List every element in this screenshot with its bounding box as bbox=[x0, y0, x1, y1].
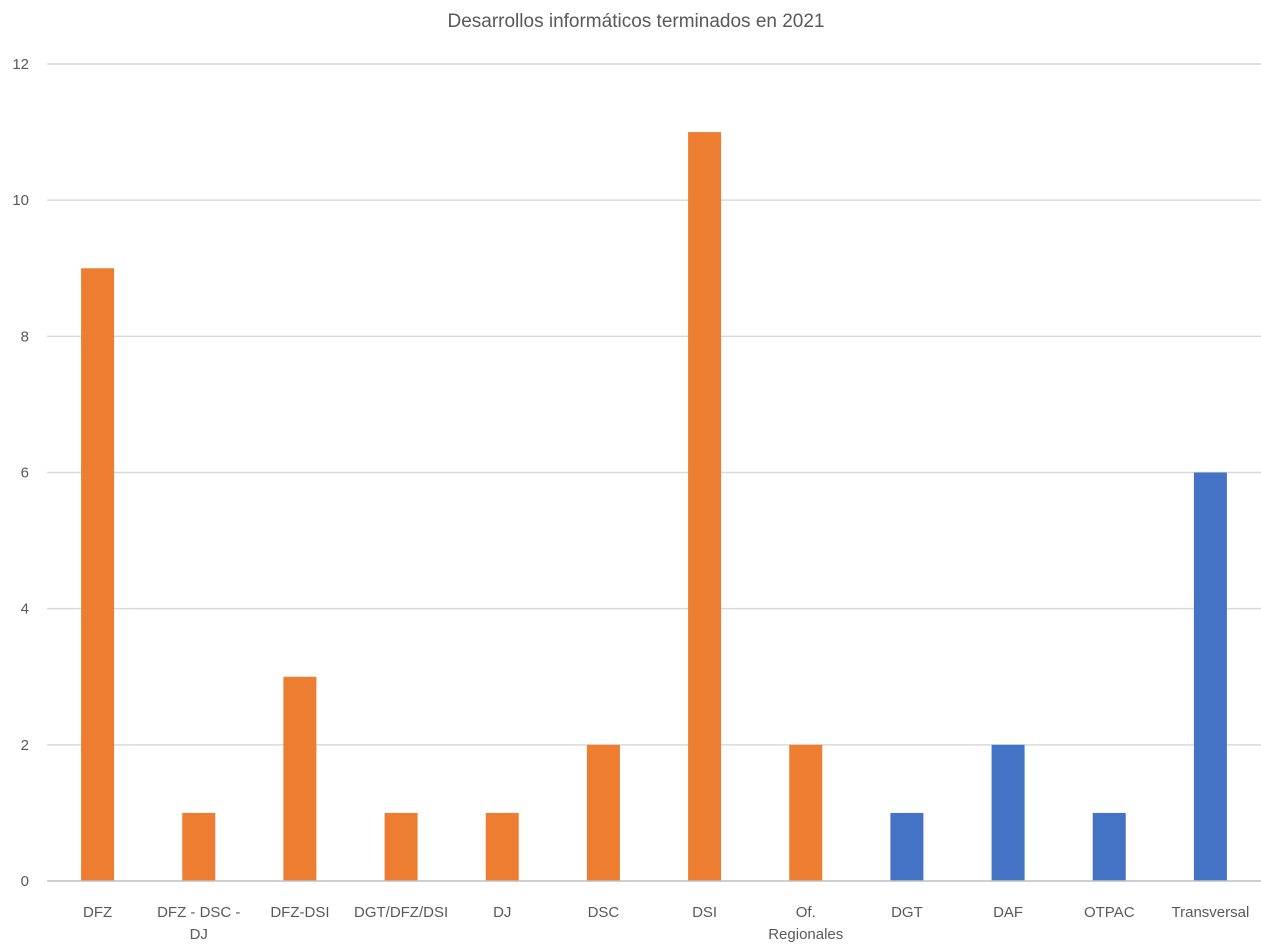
bar bbox=[688, 132, 722, 882]
x-tick-label: DFZ-DSI bbox=[270, 904, 329, 921]
bar bbox=[890, 812, 924, 881]
bar bbox=[789, 744, 823, 881]
x-tick-label: Of. Regionales bbox=[768, 904, 843, 943]
x-tick-label: DFZ bbox=[83, 904, 112, 921]
bar bbox=[182, 812, 216, 881]
chart-title: Desarrollos informáticos terminados en 2… bbox=[447, 11, 824, 32]
bar bbox=[1193, 472, 1227, 881]
x-tick-label: Transversal bbox=[1172, 904, 1250, 921]
bar bbox=[81, 268, 115, 881]
bar bbox=[485, 812, 519, 881]
x-tick-label: DGT/DFZ/DSI bbox=[354, 904, 448, 921]
x-tick-label: DGT bbox=[891, 904, 923, 921]
bar bbox=[283, 676, 317, 881]
x-tick-label: DJ bbox=[493, 904, 511, 921]
bars bbox=[81, 132, 1227, 882]
y-axis-ticks: 0 2 4 6 8 10 12 bbox=[12, 56, 29, 890]
x-tick-label: DAF bbox=[993, 904, 1023, 921]
y-tick-label: 4 bbox=[21, 601, 29, 618]
x-tick-label: DSC bbox=[588, 904, 620, 921]
bar bbox=[384, 812, 418, 881]
y-tick-label: 8 bbox=[21, 328, 29, 345]
gridlines bbox=[47, 63, 1261, 746]
x-tick-label: DFZ - DSC -DJ bbox=[157, 904, 240, 943]
y-tick-label: 0 bbox=[21, 873, 29, 890]
y-tick-label: 2 bbox=[21, 737, 29, 754]
y-tick-label: 10 bbox=[12, 192, 29, 209]
x-tick-label: DSI bbox=[692, 904, 717, 921]
y-tick-label: 12 bbox=[12, 56, 29, 73]
bar bbox=[586, 744, 620, 881]
x-tick-label: OTPAC bbox=[1084, 904, 1135, 921]
bar bbox=[991, 744, 1025, 881]
bar bbox=[1092, 812, 1126, 881]
y-tick-label: 6 bbox=[21, 465, 29, 482]
x-axis-labels: DFZ DFZ - DSC -DJ DFZ-DSI DGT/DFZ/DSI DJ DSC D… bbox=[83, 904, 1249, 943]
